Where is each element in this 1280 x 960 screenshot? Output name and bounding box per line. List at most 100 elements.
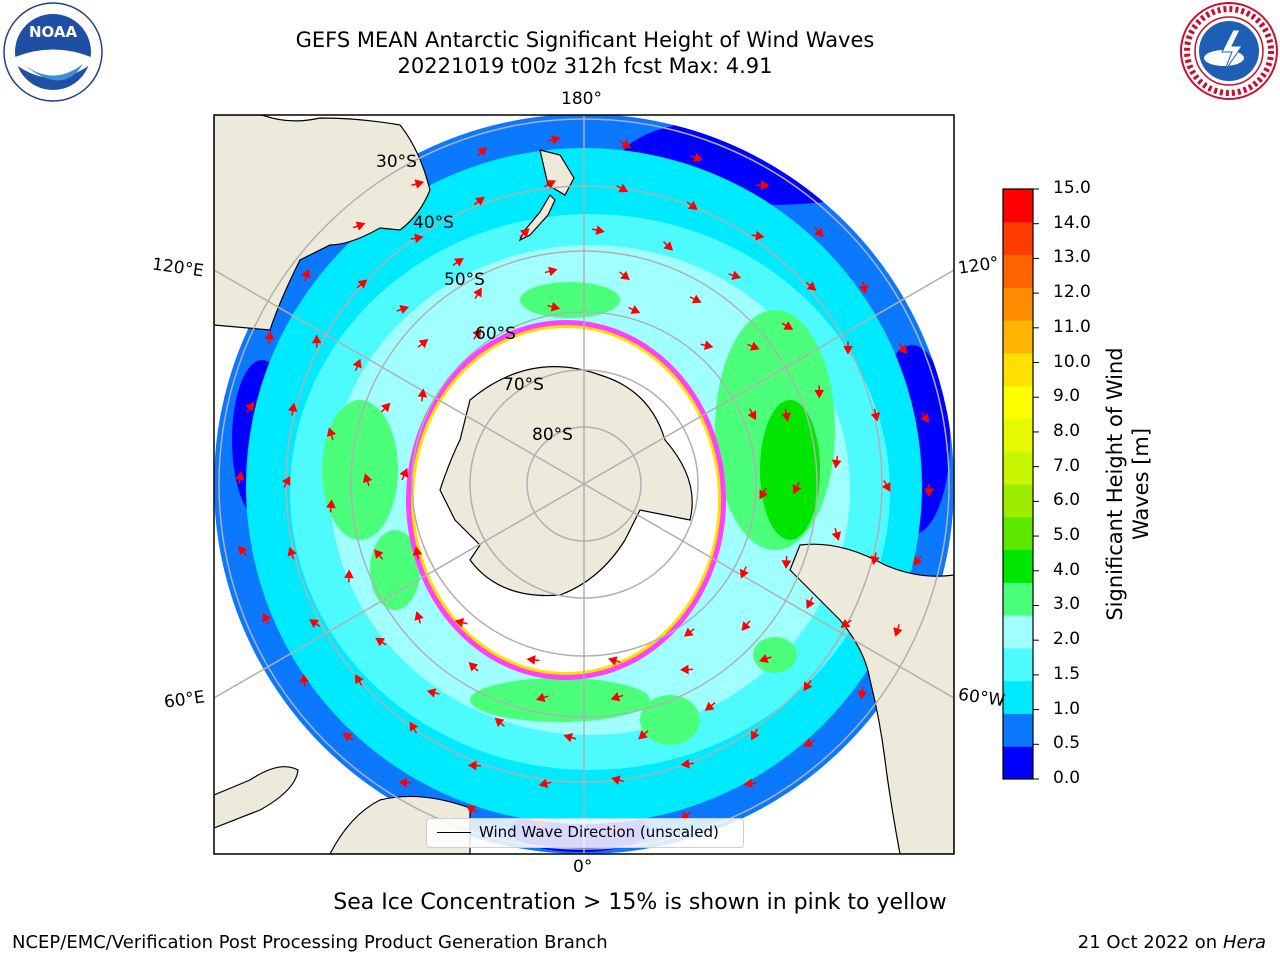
wave-direction-arrow-head [399,304,409,315]
wave-direction-arrow-head [375,637,385,647]
wave-direction-arrow-head [301,268,311,279]
wave-direction-arrow-head [806,281,817,291]
colorbar-segment [1003,189,1033,223]
wave-direction-arrow-head [781,560,792,569]
wave-direction-arrow-head [287,546,297,557]
wave-direction-arrow-head [477,146,487,157]
wave-direction-arrow-head [814,227,824,238]
wave-direction-arrow-head [548,266,558,277]
wave-direction-arrow-head [309,619,320,629]
colorbar-tick-label: 9.0 [1053,386,1081,407]
wave-direction-arrow-head [759,653,769,664]
wave-direction-arrow-head [235,471,245,481]
wave-direction-arrow-head [417,388,428,398]
wave-direction-arrow-head [870,555,880,566]
colorbar-segment [1003,713,1033,747]
wave-direction-arrow-head [620,270,630,281]
wave-direction-arrow-head [803,738,814,747]
wave-direction-arrow-head [550,301,561,312]
wave-direction-arrow-head [683,627,694,637]
wave-direction-arrow-head [703,340,714,350]
wave-direction-arrow-head [287,402,298,413]
colorbar-tick-label: 12.0 [1053,282,1091,303]
colorbar-segment [1003,647,1033,682]
wave-direction-arrow-head [783,321,794,330]
wave-direction-arrow-head [357,279,368,289]
wave-direction-arrow-head [374,549,384,559]
lat-label-50s: 50°S [444,270,485,290]
wave-direction-arrow-head [453,257,464,267]
wave-direction-arrow-head [893,627,903,637]
wave-direction-arrow-head [881,482,891,492]
wave-direction-arrow-head [608,656,618,666]
wave-direction-arrow-head [538,778,549,789]
wave-direction-arrow-head [687,200,698,210]
colorbar-tick-label: 3.0 [1053,594,1081,615]
wave-direction-arrow-head [857,690,868,700]
wave-direction-arrow-head [618,183,629,193]
wave-direction-arrow-head [755,230,765,241]
wave-direction-arrow-head [680,758,690,769]
footer-date: 21 Oct 2022 on Hera [1078,932,1266,953]
wave-direction-arrow-head [355,221,366,231]
wave-direction-arrow-head [760,180,770,191]
colorbar-segment [1003,451,1033,485]
lat-label-80s: 80°S [532,425,573,445]
wave-direction-arrow-head [792,484,802,495]
colorbar-segment [1003,516,1033,551]
wave-direction-arrow-head [546,180,556,189]
footer-credit: NCEP/EMC/Verification Post Processing Pr… [12,932,608,953]
wave-direction-arrow-head [299,673,310,683]
wave-direction-arrow-head [803,681,813,692]
wave-direction-arrow-head [264,330,275,340]
colorbar-segment [1003,746,1033,780]
sea-ice-caption: Sea Ice Concentration > 15% is shown in … [333,890,947,915]
colorbar-segment [1003,320,1033,354]
wave-direction-arrow-head [806,599,815,609]
wave-direction-arrow-head [611,775,621,785]
wave-direction-arrow-head [418,338,429,349]
map-legend: Wind Wave Direction (unscaled) [426,818,744,848]
colorbar-tick-label: 11.0 [1053,316,1091,337]
colorbar-segment [1003,221,1033,256]
wave-direction-arrow-head [526,655,536,665]
wave-direction-arrow-head [759,489,768,500]
colorbar-tick-label: 1.5 [1053,663,1081,684]
wave-direction-arrow-head [426,688,437,698]
wave-direction-arrow-head [381,402,391,413]
wave-direction-arrow-head [409,721,419,732]
colorbar-tick-marks [1033,188,1039,780]
footer-date-text: 21 Oct 2022 on [1077,932,1223,953]
wave-direction-arrow-head [494,717,505,727]
wave-direction-arrow-head [739,568,749,579]
wave-direction-arrow-head [831,459,842,469]
colorbar-segment [1003,254,1033,288]
wave-direction-arrow-head [362,473,373,483]
wave-direction-arrow-head [454,617,465,628]
wave-direction-arrow-head [468,662,479,672]
wave-direction-arrow-head [630,305,641,314]
wave-direction-arrow-head [663,241,673,251]
wave-direction-arrow-head [859,284,869,295]
wave-direction-arrow-head [398,777,408,788]
wave-direction-arrow-head [743,778,753,789]
wave-direction-arrow-head [262,612,272,623]
wave-direction-arrow-head [414,611,424,621]
wave-direction-arrow-head [621,139,631,149]
colorbar-title-line2: Waves [m] [1129,427,1153,541]
colorbar-tick-label: 14.0 [1053,212,1091,233]
wave-direction-arrow-head [831,531,842,541]
wave-direction-arrow-head [412,546,423,556]
south-america [789,543,954,854]
wind-wave-arrows [235,135,934,834]
wave-direction-arrow-head [355,674,364,685]
chart-title: GEFS MEAN Antarctic Significant Height o… [295,28,875,52]
colorbar-tick-label: 2.0 [1053,629,1081,650]
colorbar-tick-label: 0.0 [1053,768,1081,788]
wave-direction-arrow-head [474,196,485,206]
wave-direction-arrow-head [472,328,482,339]
noaa-logo-text: NOAA [29,23,78,41]
colorbar-segment [1003,484,1033,518]
lat-label-40s: 40°S [413,213,454,233]
